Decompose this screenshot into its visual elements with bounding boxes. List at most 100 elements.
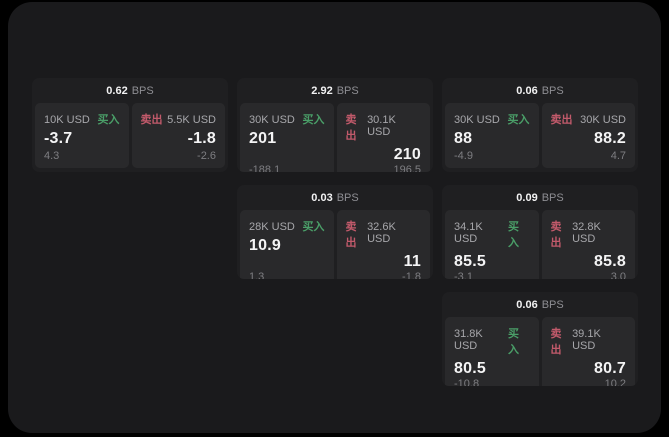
- sell-notional: 5.5K USD: [167, 114, 216, 126]
- buy-change: 1.3: [249, 271, 265, 279]
- buy-tag: 买入: [97, 114, 120, 126]
- sell-price: 210: [393, 146, 421, 163]
- sell-change: 3.0: [610, 271, 626, 279]
- buy-quote-tile[interactable]: 28K USD 买入 10.9 1.3: [240, 210, 334, 279]
- sell-change: 10.2: [604, 378, 626, 386]
- buy-notional: 28K USD: [249, 221, 295, 233]
- buy-tag: 买入: [507, 328, 519, 356]
- quote-card: 0.06 BPS 30K USD 买入 88 -4.9 卖出 30K USD 8…: [442, 78, 638, 172]
- card-body: 10K USD 买入 -3.7 4.3 卖出 5.5K USD -1.8 -2.…: [32, 103, 228, 172]
- sell-quote-tile[interactable]: 卖出 39.1K USD 80.7 10.2: [541, 317, 635, 386]
- buy-quote-tile[interactable]: 34.1K USD 买入 85.5 -3.1: [445, 210, 539, 279]
- spread-unit-label: BPS: [541, 191, 564, 204]
- buy-quote-tile[interactable]: 10K USD 买入 -3.7 4.3: [35, 103, 129, 168]
- buy-price: 80.5: [454, 360, 486, 377]
- buy-tile-header: 34.1K USD 买入: [454, 218, 530, 250]
- spread-value: 0.03: [311, 191, 333, 204]
- buy-tag: 买入: [302, 114, 325, 126]
- sell-tile-header: 卖出 32.8K USD: [551, 218, 627, 250]
- card-body: 31.8K USD 买入 80.5 -10.8 卖出 39.1K USD 80.…: [442, 317, 638, 386]
- sell-tag: 卖出: [550, 114, 573, 126]
- buy-change: -10.8: [454, 378, 480, 386]
- buy-tile-header: 28K USD 买入: [249, 218, 325, 234]
- buy-notional: 34.1K USD: [454, 221, 483, 245]
- buy-tag: 买入: [507, 221, 519, 249]
- card-header: 0.03 BPS: [237, 185, 433, 210]
- sell-tile-header: 卖出 30K USD: [551, 111, 627, 127]
- sell-tile-header: 卖出 30.1K USD: [346, 111, 422, 143]
- card-header: 2.92 BPS: [237, 78, 433, 103]
- sell-notional: 32.8K USD: [572, 221, 601, 245]
- buy-price: -3.7: [44, 130, 73, 147]
- sell-notional: 30.1K USD: [367, 114, 396, 138]
- sell-quote-tile[interactable]: 卖出 32.8K USD 85.8 3.0: [541, 210, 635, 279]
- spread-value: 2.92: [311, 84, 333, 97]
- sell-tile-header: 卖出 5.5K USD: [141, 111, 217, 127]
- sell-price: 11: [403, 253, 421, 270]
- sell-tag: 卖出: [345, 114, 357, 142]
- card-body: 28K USD 买入 10.9 1.3 卖出 32.6K USD 11 -1.8: [237, 210, 433, 279]
- sell-notional: 32.6K USD: [367, 221, 396, 245]
- spread-value: 0.06: [516, 84, 538, 97]
- buy-tile-header: 10K USD 买入: [44, 111, 120, 127]
- sell-price: 80.7: [594, 360, 626, 377]
- buy-price: 85.5: [454, 253, 486, 270]
- spread-unit-label: BPS: [541, 84, 564, 97]
- sell-tile-header: 卖出 39.1K USD: [551, 325, 627, 357]
- sell-notional: 39.1K USD: [572, 328, 601, 352]
- sell-quote-tile[interactable]: 卖出 30.1K USD 210 196.5: [336, 103, 430, 172]
- sell-quote-tile[interactable]: 卖出 5.5K USD -1.8 -2.6: [131, 103, 225, 168]
- spread-value: 0.09: [516, 191, 538, 204]
- card-body: 30K USD 买入 88 -4.9 卖出 30K USD 88.2 4.7: [442, 103, 638, 172]
- sell-quote-tile[interactable]: 卖出 32.6K USD 11 -1.8: [336, 210, 430, 279]
- quotes-panel: 0.62 BPS 10K USD 买入 -3.7 4.3 卖出 5.5K USD…: [8, 2, 661, 433]
- card-body: 34.1K USD 买入 85.5 -3.1 卖出 32.8K USD 85.8…: [442, 210, 638, 279]
- card-body: 30K USD 买入 201 -188.1 卖出 30.1K USD 210 1…: [237, 103, 433, 172]
- quote-card: 0.09 BPS 34.1K USD 买入 85.5 -3.1 卖出 32.8K…: [442, 185, 638, 279]
- buy-quote-tile[interactable]: 31.8K USD 买入 80.5 -10.8: [445, 317, 539, 386]
- sell-change: 4.7: [610, 150, 626, 162]
- card-header: 0.06 BPS: [442, 78, 638, 103]
- buy-quote-tile[interactable]: 30K USD 买入 88 -4.9: [445, 103, 539, 168]
- card-header: 0.62 BPS: [32, 78, 228, 103]
- buy-tile-header: 30K USD 买入: [249, 111, 325, 127]
- spread-unit-label: BPS: [131, 84, 154, 97]
- spread-value: 0.06: [516, 298, 538, 311]
- card-header: 0.06 BPS: [442, 292, 638, 317]
- quote-card: 2.92 BPS 30K USD 买入 201 -188.1 卖出 30.1K …: [237, 78, 433, 172]
- quote-cards-grid: 0.62 BPS 10K USD 买入 -3.7 4.3 卖出 5.5K USD…: [32, 78, 638, 386]
- buy-price: 201: [249, 130, 277, 147]
- sell-quote-tile[interactable]: 卖出 30K USD 88.2 4.7: [541, 103, 635, 168]
- card-header: 0.09 BPS: [442, 185, 638, 210]
- buy-quote-tile[interactable]: 30K USD 买入 201 -188.1: [240, 103, 334, 172]
- buy-tile-header: 31.8K USD 买入: [454, 325, 530, 357]
- quote-card: 0.06 BPS 31.8K USD 买入 80.5 -10.8 卖出 39.1…: [442, 292, 638, 386]
- sell-change: -1.8: [402, 271, 421, 279]
- spread-unit-label: BPS: [336, 191, 359, 204]
- sell-change: 196.5: [393, 164, 421, 172]
- buy-change: -188.1: [249, 164, 281, 172]
- buy-tag: 买入: [507, 114, 530, 126]
- sell-tile-header: 卖出 32.6K USD: [346, 218, 422, 250]
- sell-tag: 卖出: [140, 114, 163, 126]
- spread-unit-label: BPS: [541, 298, 564, 311]
- sell-change: -2.6: [197, 150, 216, 162]
- buy-price: 10.9: [249, 237, 281, 254]
- sell-price: 88.2: [594, 130, 626, 147]
- sell-notional: 30K USD: [580, 114, 626, 126]
- buy-notional: 30K USD: [454, 114, 500, 126]
- buy-change: -4.9: [454, 150, 473, 162]
- sell-price: 85.8: [594, 253, 626, 270]
- buy-price: 88: [454, 130, 473, 147]
- spread-unit-label: BPS: [336, 84, 359, 97]
- buy-notional: 30K USD: [249, 114, 295, 126]
- sell-tag: 卖出: [550, 221, 562, 249]
- buy-tile-header: 30K USD 买入: [454, 111, 530, 127]
- sell-tag: 卖出: [550, 328, 562, 356]
- sell-price: -1.8: [187, 130, 216, 147]
- buy-notional: 31.8K USD: [454, 328, 483, 352]
- buy-tag: 买入: [302, 221, 325, 233]
- spread-value: 0.62: [106, 84, 128, 97]
- buy-notional: 10K USD: [44, 114, 90, 126]
- buy-change: -3.1: [454, 271, 473, 279]
